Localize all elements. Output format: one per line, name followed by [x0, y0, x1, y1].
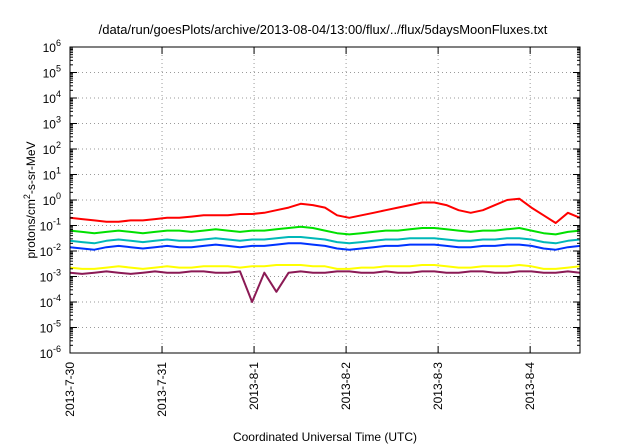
y-tick-label: 10-1	[40, 217, 61, 234]
x-tick-label: 2013-8-4	[523, 362, 537, 410]
y-tick-labels: 10-6 10-5 10-4 10-3 10-2 10-1 100 101 102 103 104 1…	[40, 38, 61, 361]
y-tick-label: 10-4	[40, 293, 61, 310]
series-line-2	[69, 236, 581, 245]
x-tick-labels: 2013-7-30 2013-7-31 2013-8-1 2013-8-2 2013-8…	[63, 362, 537, 417]
series-line-1	[69, 225, 581, 236]
y-tick-label: 105	[43, 64, 61, 81]
series-line-0	[69, 197, 581, 224]
y-axis-label: protons/cm2-s-sr-MeV	[22, 141, 38, 258]
ticks	[69, 46, 580, 354]
y-tick-label: 102	[43, 140, 61, 157]
y-tick-label: 10-2	[40, 242, 61, 259]
series-line-5	[69, 270, 581, 303]
y-tick-label: 10-5	[40, 319, 61, 336]
x-tick-label: 2013-8-1	[247, 362, 261, 410]
chart-title: /data/run/goesPlots/archive/2013-08-04/1…	[99, 22, 548, 37]
grid	[70, 47, 580, 353]
y-tick-label: 101	[43, 166, 61, 183]
x-tick-label: 2013-7-30	[63, 362, 77, 417]
x-tick-label: 2013-7-31	[155, 362, 169, 417]
y-tick-label: 10-3	[40, 268, 61, 285]
y-tick-label: 103	[43, 115, 61, 132]
y-tick-label: 106	[43, 38, 61, 55]
x-tick-label: 2013-8-2	[339, 362, 353, 410]
x-tick-label: 2013-8-3	[431, 362, 445, 410]
y-tick-label: 100	[43, 191, 61, 208]
series-line-4	[69, 264, 581, 270]
x-axis-label: Coordinated Universal Time (UTC)	[233, 430, 417, 444]
series-group	[69, 197, 581, 303]
y-tick-label: 10-6	[40, 344, 61, 361]
y-tick-label: 104	[43, 89, 61, 106]
series-line-3	[69, 242, 581, 251]
